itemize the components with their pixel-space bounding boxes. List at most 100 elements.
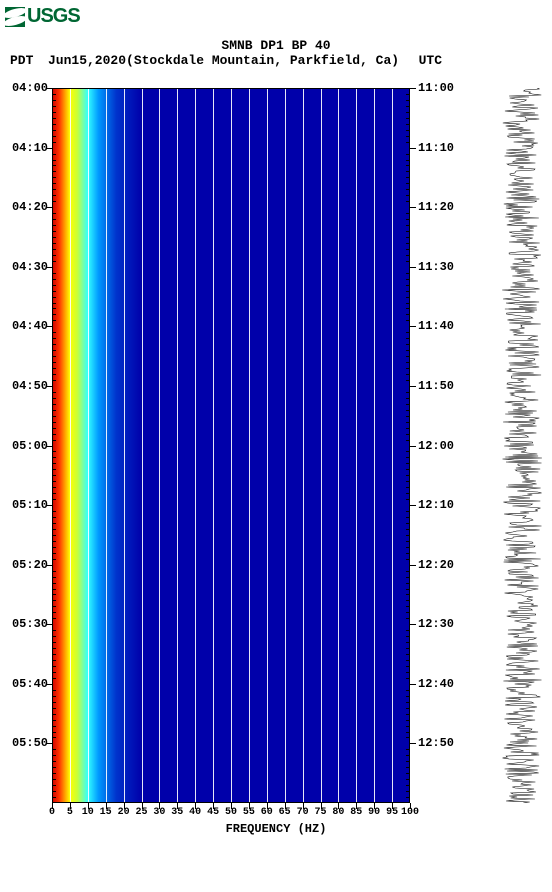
y-major-tick-left <box>46 148 52 149</box>
y-minor-tick-right <box>406 517 410 518</box>
y-minor-tick-right <box>406 618 410 619</box>
y-tick-right-label: 12:50 <box>418 736 454 750</box>
y-minor-tick-left <box>52 577 56 578</box>
y-minor-tick-right <box>406 630 410 631</box>
y-minor-tick-right <box>406 243 410 244</box>
y-minor-tick-left <box>52 434 56 435</box>
y-minor-tick-left <box>52 160 56 161</box>
y-tick-right-label: 12:10 <box>418 498 454 512</box>
x-tick-mark <box>321 803 322 809</box>
y-minor-tick-left <box>52 475 56 476</box>
y-minor-tick-right <box>406 183 410 184</box>
x-axis-label: FREQUENCY (HZ) <box>0 822 552 836</box>
y-minor-tick-right <box>406 648 410 649</box>
y-minor-tick-left <box>52 285 56 286</box>
y-minor-tick-left <box>52 612 56 613</box>
y-tick-left-label: 04:30 <box>0 260 48 274</box>
y-tick-left-label: 05:10 <box>0 498 48 512</box>
y-minor-tick-right <box>406 249 410 250</box>
y-minor-tick-right <box>406 737 410 738</box>
y-minor-tick-right <box>406 308 410 309</box>
y-minor-tick-right <box>406 225 410 226</box>
y-minor-tick-left <box>52 94 56 95</box>
page-container: USGS SMNB DP1 BP 40 PDT Jun15,2020(Stock… <box>0 0 552 892</box>
y-major-tick-left <box>46 684 52 685</box>
y-minor-tick-left <box>52 678 56 679</box>
y-minor-tick-right <box>406 672 410 673</box>
y-minor-tick-right <box>406 118 410 119</box>
y-minor-tick-right <box>406 124 410 125</box>
y-tick-right-label: 11:00 <box>418 81 454 95</box>
y-minor-tick-left <box>52 666 56 667</box>
y-tick-left-label: 05:00 <box>0 439 48 453</box>
y-minor-tick-right <box>406 654 410 655</box>
y-minor-tick-right <box>406 702 410 703</box>
y-minor-tick-right <box>406 571 410 572</box>
y-minor-tick-right <box>406 767 410 768</box>
gridline-vertical <box>142 88 143 803</box>
x-tick-mark <box>70 803 71 809</box>
y-tick-right-label: 11:50 <box>418 379 454 393</box>
x-tick-mark <box>124 803 125 809</box>
gridline-vertical <box>70 88 71 803</box>
x-tick-mark <box>410 803 411 809</box>
x-tick-mark <box>392 803 393 809</box>
x-tick-mark <box>267 803 268 809</box>
y-minor-tick-left <box>52 219 56 220</box>
x-tick-mark <box>285 803 286 809</box>
y-minor-tick-right <box>406 154 410 155</box>
y-minor-tick-left <box>52 398 56 399</box>
y-minor-tick-right <box>406 410 410 411</box>
y-minor-tick-right <box>406 434 410 435</box>
y-minor-tick-right <box>406 362 410 363</box>
y-major-tick-right <box>410 505 416 506</box>
x-tick-mark <box>303 803 304 809</box>
y-tick-left-label: 04:20 <box>0 200 48 214</box>
y-minor-tick-left <box>52 493 56 494</box>
x-tick-mark <box>159 803 160 809</box>
y-minor-tick-left <box>52 517 56 518</box>
y-minor-tick-left <box>52 380 56 381</box>
y-major-tick-right <box>410 326 416 327</box>
y-minor-tick-left <box>52 279 56 280</box>
y-minor-tick-right <box>406 732 410 733</box>
gridline-vertical <box>338 88 339 803</box>
y-minor-tick-left <box>52 356 56 357</box>
y-minor-tick-right <box>406 749 410 750</box>
x-tick-mark <box>338 803 339 809</box>
y-major-tick-right <box>410 207 416 208</box>
y-minor-tick-right <box>406 422 410 423</box>
y-minor-tick-right <box>406 666 410 667</box>
y-minor-tick-left <box>52 231 56 232</box>
y-minor-tick-left <box>52 571 56 572</box>
gridline-vertical <box>159 88 160 803</box>
waveform-trace <box>502 88 542 803</box>
y-minor-tick-left <box>52 541 56 542</box>
gridline-vertical <box>88 88 89 803</box>
y-minor-tick-right <box>406 332 410 333</box>
gridline-vertical <box>356 88 357 803</box>
y-minor-tick-left <box>52 642 56 643</box>
y-minor-tick-left <box>52 511 56 512</box>
y-minor-tick-left <box>52 136 56 137</box>
y-tick-right-label: 11:30 <box>418 260 454 274</box>
y-minor-tick-left <box>52 672 56 673</box>
y-minor-tick-left <box>52 648 56 649</box>
y-minor-tick-right <box>406 219 410 220</box>
y-minor-tick-right <box>406 279 410 280</box>
y-major-tick-left <box>46 386 52 387</box>
y-minor-tick-right <box>406 451 410 452</box>
y-minor-tick-right <box>406 457 410 458</box>
y-minor-tick-right <box>406 440 410 441</box>
y-minor-tick-left <box>52 630 56 631</box>
y-minor-tick-right <box>406 273 410 274</box>
spectrogram-heatmap <box>52 88 410 803</box>
gridline-vertical <box>231 88 232 803</box>
x-tick-mark <box>106 803 107 809</box>
gridline-vertical <box>321 88 322 803</box>
y-minor-tick-right <box>406 493 410 494</box>
y-major-tick-right <box>410 148 416 149</box>
y-minor-tick-right <box>406 469 410 470</box>
y-minor-tick-left <box>52 338 56 339</box>
y-minor-tick-left <box>52 195 56 196</box>
